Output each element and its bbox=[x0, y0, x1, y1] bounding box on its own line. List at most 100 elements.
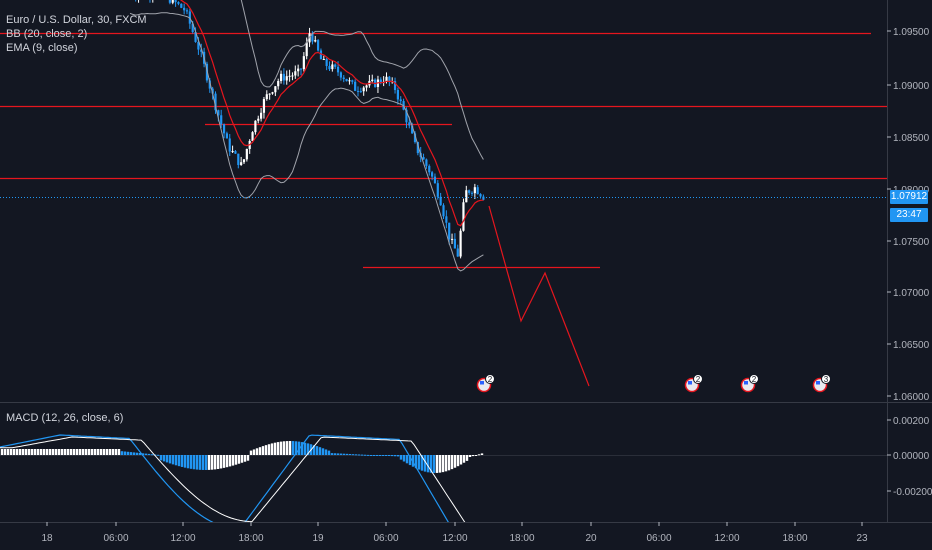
macd-histogram-bar bbox=[48, 449, 52, 455]
candle-body bbox=[442, 205, 445, 217]
macd-histogram-bar bbox=[228, 455, 232, 467]
economic-event-badge[interactable]: 2 bbox=[740, 374, 759, 393]
macd-histogram-bar bbox=[288, 441, 292, 455]
macd-histogram-bar bbox=[471, 455, 475, 457]
economic-event-badge[interactable]: 2 bbox=[684, 374, 703, 393]
macd-histogram-bar bbox=[372, 455, 376, 456]
macd-histogram-bar bbox=[450, 455, 454, 470]
macd-histogram-bar bbox=[405, 455, 409, 464]
macd-histogram-bar bbox=[357, 454, 361, 456]
candle-body bbox=[299, 68, 303, 70]
time-tick-label: 19 bbox=[312, 533, 324, 544]
macd-histogram-bar bbox=[36, 449, 40, 455]
macd-histogram-bar bbox=[393, 455, 397, 457]
macd-histogram-bar bbox=[24, 449, 28, 455]
macd-histogram-bar bbox=[300, 442, 304, 455]
macd-histogram-bar bbox=[423, 455, 427, 472]
macd-histogram-bar bbox=[198, 455, 202, 470]
time-tick-label: 12:00 bbox=[714, 533, 739, 544]
macd-histogram-bar bbox=[333, 453, 337, 455]
macd-histogram-bar bbox=[480, 453, 484, 455]
macd-histogram-bar bbox=[273, 442, 277, 455]
candle-body bbox=[336, 66, 340, 73]
candle-body bbox=[251, 132, 254, 141]
macd-histogram-bar bbox=[186, 455, 190, 469]
macd-signal-line bbox=[0, 436, 466, 522]
price-tick-label: 1.08500 bbox=[893, 133, 930, 144]
projection-path[interactable] bbox=[488, 205, 590, 387]
macd-histogram-bar bbox=[132, 452, 136, 455]
candle-body bbox=[177, 2, 180, 4]
macd-histogram-bar bbox=[477, 454, 481, 456]
event-count: 3 bbox=[824, 375, 829, 384]
economic-event-badge[interactable]: 3 bbox=[812, 374, 831, 393]
macd-histogram-bar bbox=[270, 443, 274, 455]
candle-body bbox=[482, 196, 485, 200]
macd-histogram-bar bbox=[312, 445, 316, 455]
macd-histogram-bar bbox=[348, 454, 352, 455]
candle-body bbox=[265, 94, 268, 100]
macd-histogram-bar bbox=[174, 455, 178, 466]
macd-histogram-bar bbox=[387, 455, 391, 456]
macd-histogram-bar bbox=[54, 449, 58, 455]
candle-body bbox=[302, 56, 305, 70]
time-tick-label: 06:00 bbox=[646, 533, 671, 544]
candle-body bbox=[393, 81, 397, 91]
candle-body bbox=[220, 115, 223, 125]
candle-body bbox=[331, 64, 334, 70]
candle-body bbox=[433, 176, 437, 184]
macd-histogram-bar bbox=[411, 455, 415, 467]
macd-histogram-bar bbox=[81, 449, 85, 455]
macd-line bbox=[0, 434, 449, 522]
macd-histogram-bar bbox=[306, 443, 310, 455]
macd-histogram-bar bbox=[420, 455, 424, 471]
macd-histogram-bar bbox=[201, 455, 205, 470]
candle-body bbox=[456, 248, 459, 257]
candle-body bbox=[231, 151, 234, 153]
macd-histogram-bar bbox=[438, 455, 442, 473]
macd-histogram-bar bbox=[390, 455, 394, 457]
macd-histogram-bar bbox=[246, 455, 250, 461]
macd-histogram-bar bbox=[444, 455, 448, 472]
macd-histogram-bar bbox=[234, 455, 238, 465]
candle-body bbox=[297, 68, 300, 72]
candle-body bbox=[450, 238, 454, 240]
macd-histogram-bar bbox=[72, 449, 76, 455]
macd-histogram-bar bbox=[12, 449, 16, 455]
candle-body bbox=[339, 72, 342, 78]
candle-body bbox=[411, 125, 414, 134]
candle-body bbox=[453, 238, 456, 249]
candle-body bbox=[448, 222, 451, 240]
macd-histogram-bar bbox=[468, 455, 472, 457]
bb-lower-band bbox=[129, 12, 484, 272]
candle-body bbox=[322, 59, 325, 61]
macd-histogram-bar bbox=[114, 449, 118, 455]
macd-histogram-bar bbox=[135, 452, 139, 455]
macd-histogram-bar bbox=[57, 449, 61, 455]
macd-histogram-bar bbox=[267, 444, 271, 455]
candle-body bbox=[254, 120, 257, 133]
macd-histogram-bar bbox=[183, 455, 187, 468]
candle-body bbox=[314, 40, 317, 42]
event-count: 2 bbox=[752, 375, 757, 384]
economic-event-badge[interactable]: 2 bbox=[476, 374, 495, 393]
macd-histogram-bar bbox=[39, 449, 43, 455]
candle-body bbox=[274, 86, 277, 93]
candle-body bbox=[228, 138, 231, 152]
candle-body bbox=[342, 77, 345, 79]
macd-histogram-bar bbox=[294, 441, 298, 455]
macd-histogram-bar bbox=[369, 455, 373, 456]
macd-histogram-bar bbox=[84, 449, 88, 455]
macd-histogram-bar bbox=[171, 455, 175, 465]
candle-body bbox=[234, 151, 237, 154]
macd-histogram-bar bbox=[189, 455, 193, 469]
macd-histogram-bar bbox=[90, 449, 94, 455]
macd-histogram-bar bbox=[138, 453, 142, 455]
candle-body bbox=[473, 187, 476, 194]
candle-body bbox=[385, 76, 388, 82]
event-count: 2 bbox=[696, 375, 701, 384]
us-flag-canton bbox=[744, 381, 748, 385]
macd-histogram-bar bbox=[111, 449, 115, 455]
